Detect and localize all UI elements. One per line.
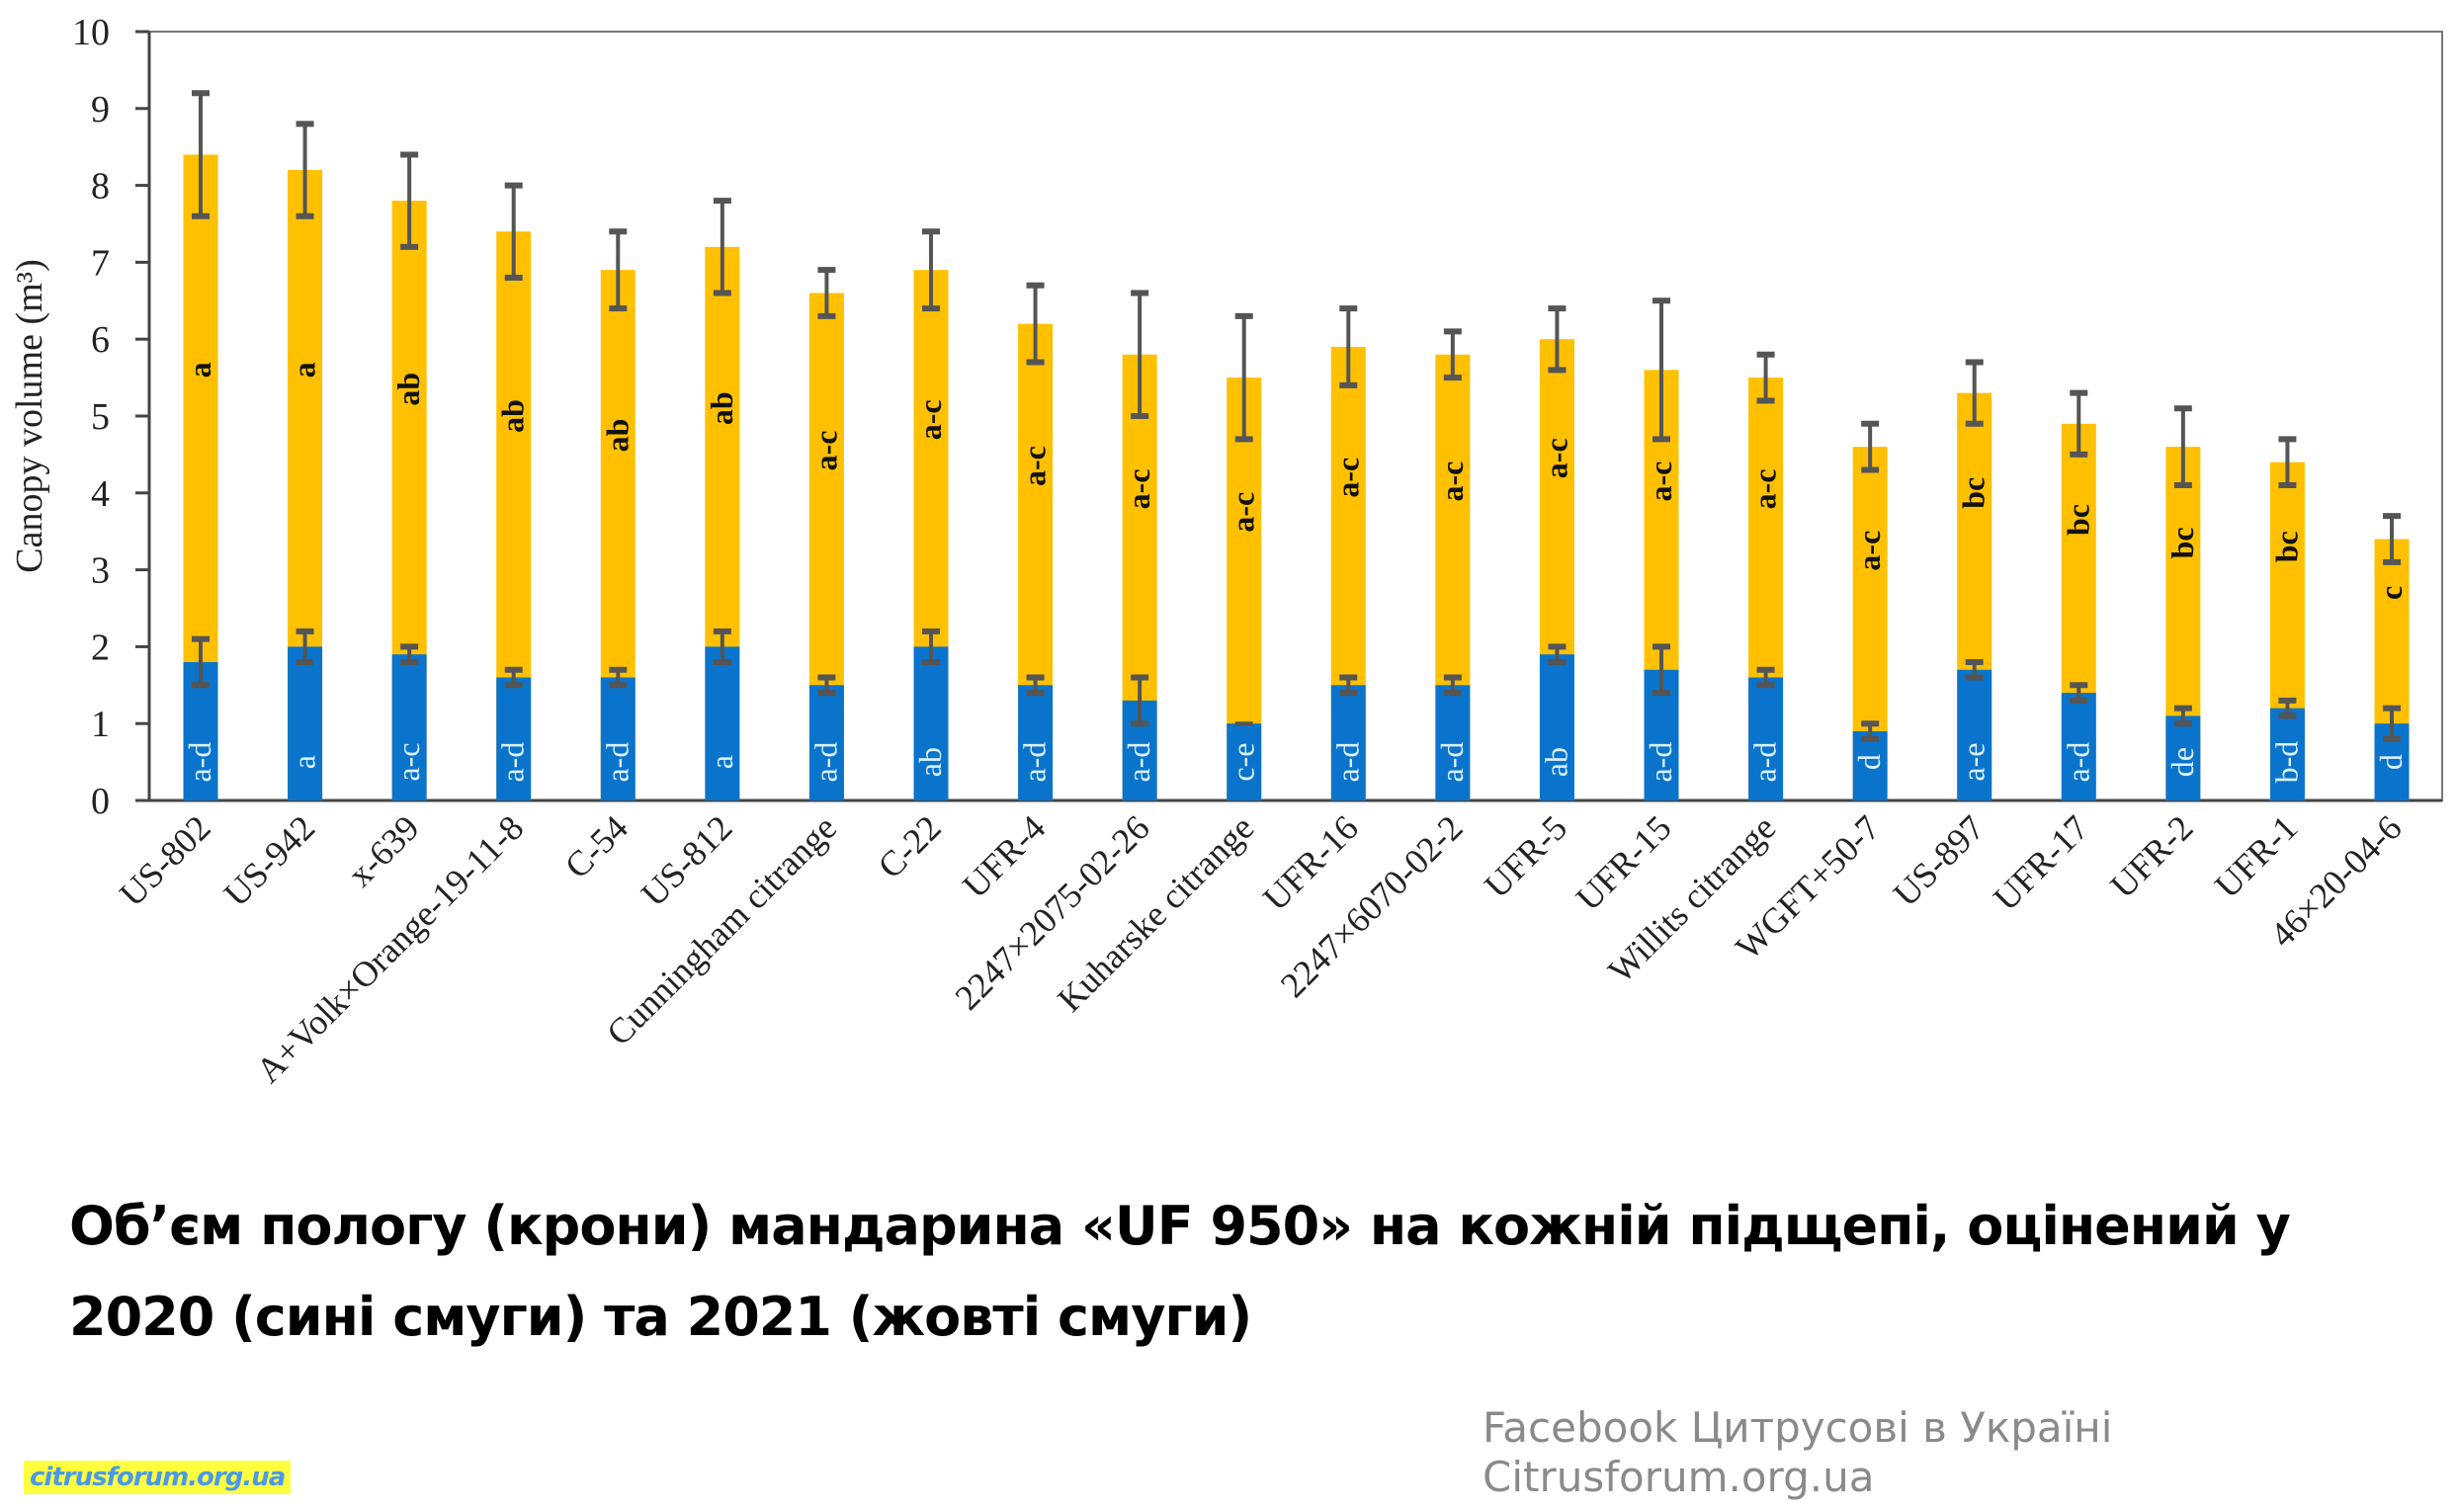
bar-2020 — [705, 646, 740, 800]
letter-2020: d — [2373, 754, 2409, 770]
letter-2021: a-c — [807, 431, 843, 471]
letter-2021: a-c — [1538, 438, 1573, 478]
bar-2020 — [2269, 708, 2305, 800]
letter-2020: a-d — [1747, 742, 1783, 783]
letter-2021: a-c — [1851, 531, 1887, 571]
canopy-volume-chart: 0 1 2 3 4 5 6 7 8 9 10 Canopy volume (m³) a a-d US-802… — [9, 12, 2443, 1090]
letter-2020: ab — [912, 747, 948, 777]
bar-2020 — [288, 646, 323, 800]
y-tick-label: 4 — [91, 473, 110, 515]
x-tick-label: UFR-17 — [1986, 807, 2096, 918]
y-tick-label: 7 — [91, 242, 110, 284]
letter-2020: a — [704, 755, 739, 769]
letter-2021: bc — [2164, 527, 2200, 558]
letter-2021: ab — [390, 373, 426, 406]
y-tick-label: 3 — [91, 550, 110, 592]
bar-2020 — [600, 677, 636, 800]
bar-2020 — [1227, 723, 1262, 800]
y-tick-label: 8 — [91, 166, 110, 208]
letter-2020: a-d — [2060, 742, 2095, 783]
figure-caption: Об’єм пологу (крони) мандарина «UF 950» … — [69, 1181, 2421, 1363]
bar-2020 — [1435, 685, 1471, 800]
letter-2020: b-d — [2268, 741, 2304, 784]
letter-2021: a-c — [1226, 492, 1261, 533]
caption-line-2: 2020 (сині смуги) та 2021 (жовті смуги) — [69, 1286, 1252, 1348]
x-tick-label: UFR-1 — [2207, 807, 2305, 905]
bar-2020 — [808, 685, 844, 800]
letter-2021: bc — [1956, 477, 1992, 509]
letter-2020: a-d — [182, 742, 217, 783]
letter-2020: a-e — [1956, 743, 1992, 782]
letter-2021: a-c — [1643, 462, 1678, 502]
letter-2021: a — [287, 362, 322, 378]
x-tick-label: US-812 — [634, 807, 739, 913]
x-tick-label: C-22 — [870, 807, 948, 885]
letter-2020: d — [1851, 754, 1887, 770]
letter-2021: a-c — [1747, 468, 1783, 509]
letter-2020: a-d — [1434, 742, 1470, 783]
bar-2020 — [1852, 730, 1888, 800]
watermark-line-2: Citrusforum.org.ua — [1483, 1453, 1875, 1501]
letter-2021: a-c — [1434, 462, 1470, 502]
watermark-text: Facebook Цитрусові в Україні Citrusforum… — [1483, 1403, 2112, 1502]
letter-2020: a-d — [807, 742, 843, 783]
letter-2021: c — [2373, 586, 2409, 600]
x-tick-label: x-639 — [340, 807, 427, 894]
letter-2021: bc — [2060, 504, 2095, 536]
letter-2021: a-c — [1121, 468, 1156, 509]
y-tick-label: 0 — [91, 781, 110, 822]
letter-2021: ab — [599, 419, 635, 453]
letter-2020: a-d — [1643, 742, 1678, 783]
watermark-line-1: Facebook Цитрусові в Україні — [1483, 1403, 2113, 1452]
caption-line-1: Об’єм пологу (крони) мандарина «UF 950» … — [69, 1195, 2291, 1257]
letter-2021: a-c — [1017, 446, 1053, 486]
plot-frame — [148, 31, 2443, 801]
x-tick-label: US-897 — [1886, 807, 1992, 913]
x-tick-label: C-54 — [557, 807, 636, 885]
letter-2021: a-c — [1329, 458, 1365, 498]
x-tick-label: UFR-4 — [955, 807, 1053, 905]
bar-2020 — [2061, 693, 2096, 800]
y-tick-label: 6 — [91, 319, 110, 361]
x-tick-label: US-802 — [112, 807, 217, 913]
letter-2020: a-c — [390, 743, 426, 782]
x-tick-label: Kuharske citrange — [1050, 807, 1261, 1019]
letter-2020: a-d — [599, 742, 635, 783]
x-tick-label: UFR-5 — [1477, 807, 1574, 905]
x-tick-label: 2247×2075-02-26 — [947, 807, 1156, 1017]
letter-2021: bc — [2268, 531, 2304, 562]
letter-2020: a-d — [1329, 742, 1365, 783]
bar-2020 — [2165, 715, 2201, 800]
bar-2020 — [1018, 685, 1054, 800]
letter-2021: ab — [495, 399, 531, 433]
x-tick-label: 2247×6070-02-2 — [1273, 807, 1471, 1005]
site-logo[interactable]: citrusforum.org.ua — [24, 1461, 292, 1494]
bar-2020 — [1957, 669, 1992, 800]
y-tick-label: 10 — [72, 12, 110, 53]
bar-2020 — [496, 677, 532, 800]
letter-2020: a-d — [495, 742, 531, 783]
letter-2020: de — [2164, 747, 2200, 777]
bar-2020 — [1539, 654, 1574, 800]
letter-2021: a — [182, 362, 217, 378]
y-tick-label: 5 — [91, 396, 110, 438]
letter-2021: a-c — [912, 399, 948, 440]
letter-2020: ab — [1538, 747, 1573, 777]
y-axis-label: Canopy volume (m³) — [9, 259, 50, 572]
bar-2020 — [1330, 685, 1366, 800]
bar-2020 — [391, 654, 427, 800]
y-tick-label: 9 — [91, 89, 110, 130]
letter-2020: a — [287, 755, 322, 769]
x-tick-label: UFR-2 — [2102, 807, 2200, 905]
letter-2021: ab — [704, 391, 739, 425]
letter-2020: a-d — [1017, 742, 1053, 783]
letter-2020: a-d — [1121, 742, 1156, 783]
bar-2020 — [913, 646, 949, 800]
bar-2020 — [1748, 677, 1784, 800]
y-tick-label: 2 — [91, 627, 110, 668]
x-tick-label: US-942 — [216, 807, 322, 913]
letter-2020: c-e — [1226, 743, 1261, 782]
y-tick-label: 1 — [91, 704, 110, 745]
